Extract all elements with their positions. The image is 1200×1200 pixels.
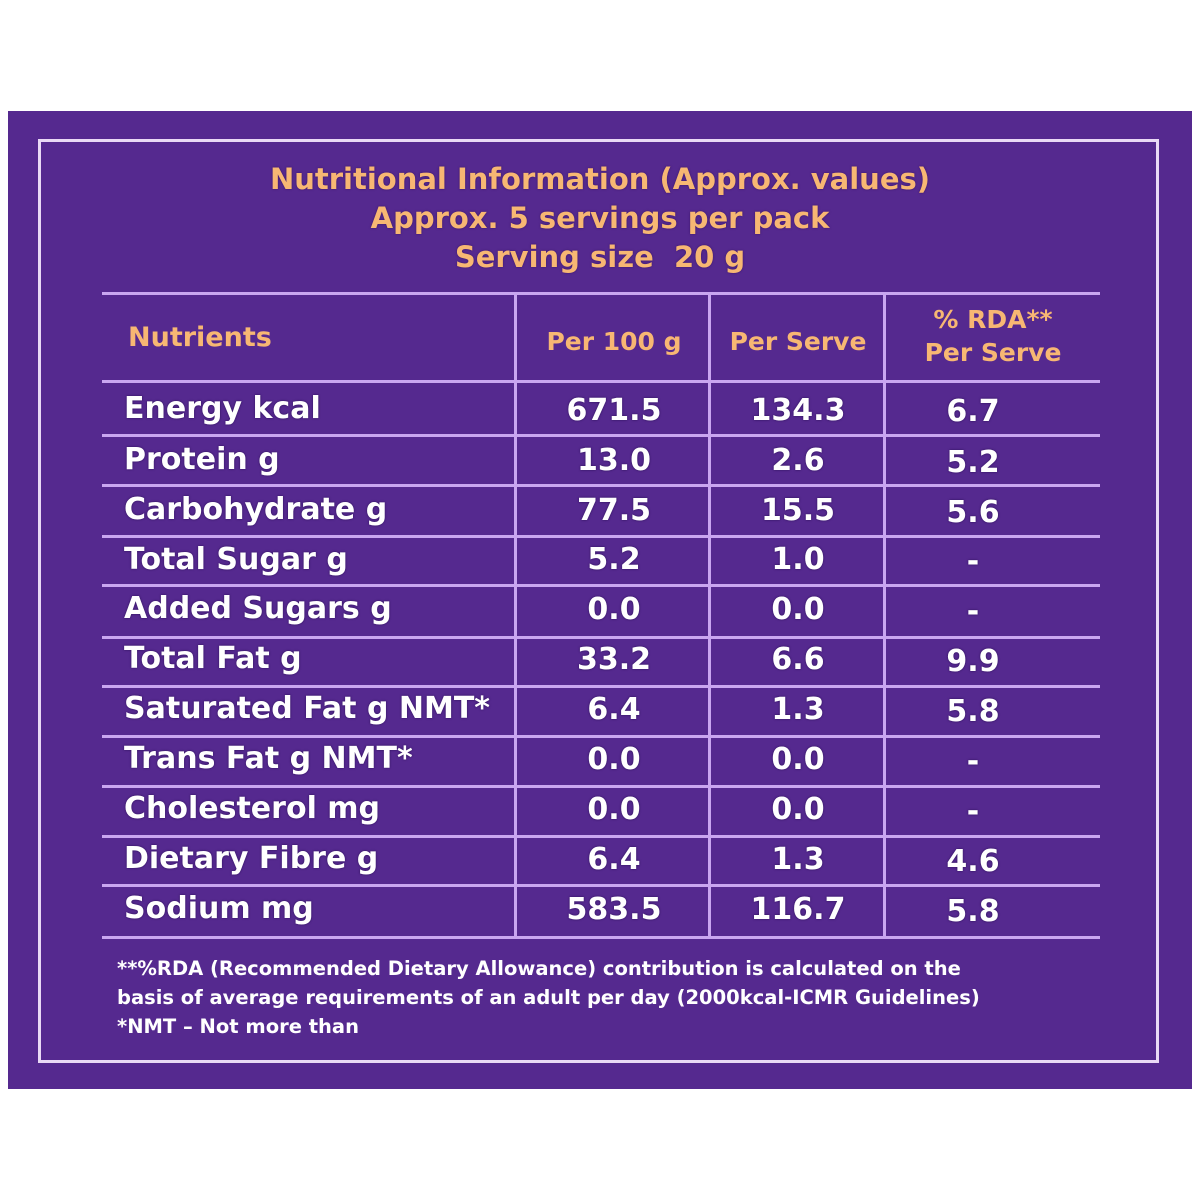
header-rda-per-serve: Per Serve [924, 338, 1062, 367]
per-100g-value: 13.0 [576, 443, 652, 478]
rda-value: 5.8 [946, 894, 1000, 929]
header-nutrients: Nutrients [128, 322, 272, 353]
per-100g-value: 671.5 [566, 393, 662, 428]
table-rule [102, 636, 1100, 639]
per-100g-value: 583.5 [566, 892, 662, 927]
table-rule [102, 292, 1100, 295]
rda-value: 4.6 [946, 844, 1000, 879]
footnote-rda: **%RDA (Recommended Dietary Allowance) c… [117, 957, 961, 980]
serving-size: Serving size 20 g [454, 240, 746, 274]
per-serve-value: 0.0 [771, 742, 825, 777]
label-panel [8, 111, 1192, 1089]
per-100g-value: 5.2 [587, 542, 641, 577]
per-100g-value: 0.0 [587, 792, 641, 827]
column-rule [883, 293, 886, 938]
table-rule [102, 380, 1100, 383]
per-serve-value: 6.6 [771, 642, 825, 677]
table-rule [102, 584, 1100, 587]
per-serve-value: 1.3 [771, 692, 825, 727]
table-rule [102, 936, 1100, 939]
table-rule [102, 835, 1100, 838]
per-serve-value: 15.5 [760, 493, 836, 528]
per-serve-value: 0.0 [771, 592, 825, 627]
per-100g-value: 0.0 [587, 592, 641, 627]
rda-value: 9.9 [946, 644, 1000, 679]
per-100g-value: 6.4 [587, 692, 641, 727]
rda-value: 6.7 [946, 394, 1000, 429]
header-per-100g: Per 100 g [546, 327, 682, 356]
rda-value: - [966, 544, 980, 579]
per-100g-value: 6.4 [587, 842, 641, 877]
table-rule [102, 884, 1100, 887]
table-rule [102, 735, 1100, 738]
per-100g-value: 77.5 [576, 493, 652, 528]
column-rule [514, 293, 517, 938]
nutrient-name: Added Sugars g [124, 591, 392, 626]
per-serve-value: 2.6 [771, 443, 825, 478]
nutrient-name: Cholesterol mg [124, 791, 381, 826]
header-per-serve: Per Serve [729, 327, 867, 356]
rda-value: - [966, 594, 980, 629]
per-serve-value: 0.0 [771, 792, 825, 827]
per-serve-value: 1.0 [771, 542, 825, 577]
footnote-rda-basis: basis of average requirements of an adul… [117, 986, 980, 1009]
nutrient-name: Total Sugar g [124, 542, 348, 577]
label-title: Nutritional Information (Approx. values) [269, 162, 931, 196]
table-rule [102, 434, 1100, 437]
footnote-nmt: *NMT – Not more than [117, 1015, 359, 1038]
column-rule [708, 293, 711, 938]
nutrient-name: Trans Fat g NMT* [124, 741, 413, 776]
table-rule [102, 785, 1100, 788]
label-border [38, 139, 1159, 1063]
nutrient-name: Total Fat g [124, 641, 302, 676]
nutrient-name: Saturated Fat g NMT* [124, 691, 490, 726]
nutrient-name: Sodium mg [124, 891, 314, 926]
table-rule [102, 484, 1100, 487]
rda-value: - [966, 794, 980, 829]
header-rda: % RDA** [933, 305, 1053, 334]
servings-per-pack: Approx. 5 servings per pack [370, 201, 830, 235]
per-serve-value: 134.3 [750, 393, 846, 428]
rda-value: 5.8 [946, 694, 1000, 729]
per-100g-value: 33.2 [576, 642, 652, 677]
rda-value: 5.6 [946, 495, 1000, 530]
nutrient-name: Energy kcal [124, 391, 321, 426]
per-serve-value: 1.3 [771, 842, 825, 877]
per-100g-value: 0.0 [587, 742, 641, 777]
nutrient-name: Protein g [124, 442, 280, 477]
nutrient-name: Dietary Fibre g [124, 841, 379, 876]
table-rule [102, 535, 1100, 538]
rda-value: 5.2 [946, 445, 1000, 480]
rda-value: - [966, 744, 980, 779]
table-rule [102, 685, 1100, 688]
nutrient-name: Carbohydrate g [124, 492, 388, 527]
per-serve-value: 116.7 [750, 892, 846, 927]
